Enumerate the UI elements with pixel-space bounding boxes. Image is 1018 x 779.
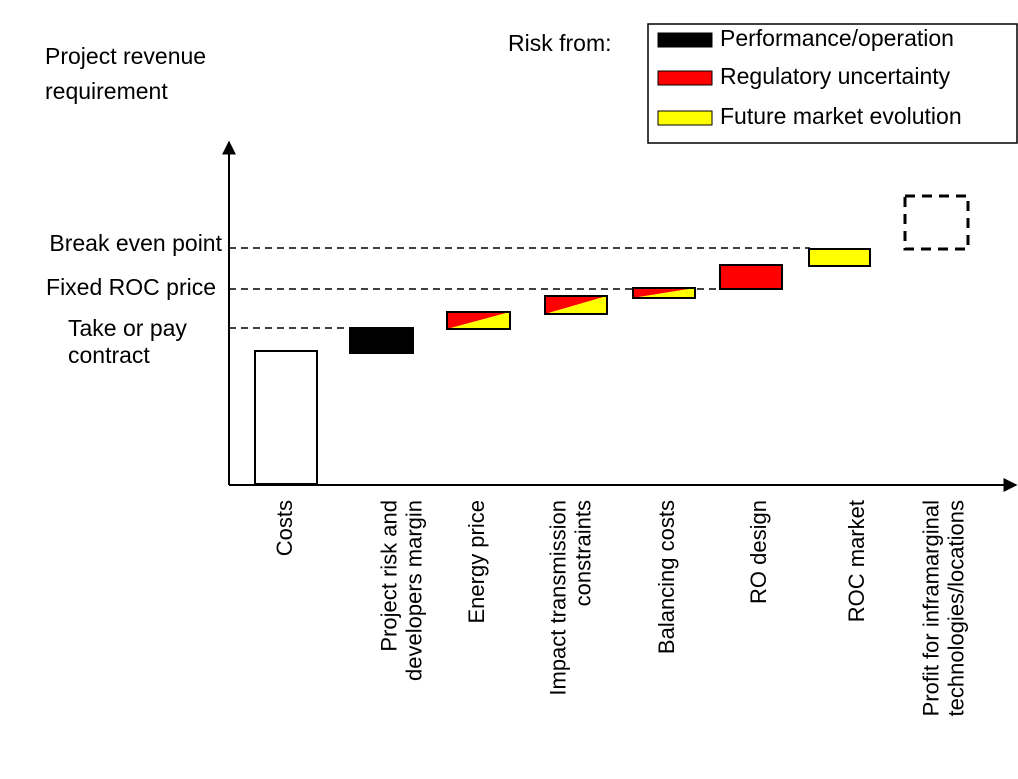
reference-label: Fixed ROC price — [46, 274, 216, 300]
bar — [544, 295, 608, 315]
category-label: constraints — [570, 500, 595, 606]
axis-title: Project revenue — [45, 43, 206, 69]
bar-part — [545, 296, 607, 314]
bar — [808, 248, 871, 267]
category-label: Impact transmission — [545, 500, 570, 696]
bar — [446, 311, 511, 330]
bar — [632, 287, 696, 299]
category-label: Energy price — [464, 500, 489, 624]
bar-outline — [632, 287, 696, 299]
category-label: ROC market — [844, 500, 869, 622]
category-label: Profit for inframarginal — [918, 500, 943, 716]
category-label: Balancing costs — [654, 500, 679, 654]
reference-label: Break even point — [49, 230, 222, 256]
bar — [254, 350, 318, 485]
legend-heading: Risk from: — [508, 30, 612, 56]
category-label: Project risk and — [376, 500, 401, 652]
legend-label: Future market evolution — [720, 103, 962, 129]
bar — [903, 194, 970, 251]
reference-label: contract — [68, 342, 150, 368]
bar-outline — [446, 311, 511, 330]
legend-swatch — [657, 110, 713, 126]
bar-part — [633, 288, 695, 298]
bar — [349, 327, 414, 354]
bar — [719, 264, 783, 290]
category-label: RO design — [746, 500, 771, 604]
legend-swatch — [657, 32, 713, 48]
bar-part — [447, 312, 510, 329]
reference-label: Take or pay — [68, 315, 187, 341]
legend-swatch — [657, 70, 713, 86]
category-label: developers margin — [401, 500, 426, 681]
legend-label: Regulatory uncertainty — [720, 63, 951, 89]
bar-outline — [544, 295, 608, 315]
category-label: technologies/locations — [943, 500, 968, 716]
legend-label: Performance/operation — [720, 25, 954, 51]
category-label: Costs — [272, 500, 297, 556]
axis-title: requirement — [45, 78, 168, 104]
category-labels: Costs Project risk and developers margin En… — [272, 500, 969, 716]
